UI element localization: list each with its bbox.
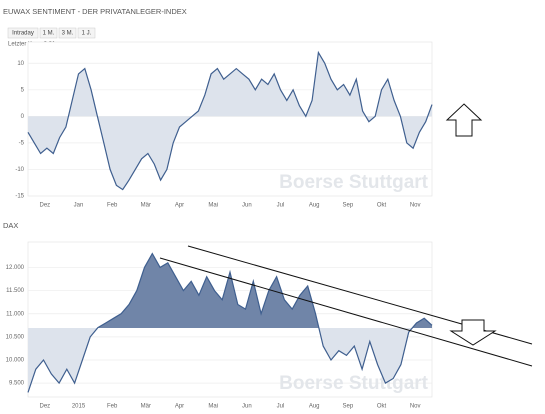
y-tick-label: -15 [15, 194, 24, 200]
y-tick-label: 12.000 [6, 265, 25, 271]
x-tick-label: Sep [342, 203, 353, 209]
x-tick-label: Jun [242, 404, 252, 410]
y-tick-label: 10 [17, 61, 24, 67]
x-tick-label: Mai [208, 404, 218, 410]
x-tick-label: Mai [208, 203, 218, 209]
tab[interactable] [77, 27, 96, 39]
line [27, 50, 433, 191]
x-tick-label: 2015 [72, 404, 86, 410]
line [27, 252, 433, 393]
tab-label: Intraday [12, 31, 34, 37]
tab-label: 1 J. [82, 31, 92, 37]
y-tick-label: -10 [15, 167, 24, 173]
area-below [28, 328, 432, 393]
chart-title: DAX [3, 221, 18, 230]
x-tick-label: Feb [107, 203, 118, 209]
y-tick-label: 5 [21, 87, 25, 93]
tab[interactable] [7, 27, 39, 39]
watermark: Boerse Stuttgart [279, 373, 429, 394]
down-arrow [449, 319, 497, 346]
y-tick-label: -5 [19, 140, 25, 146]
x-tick-label: Aug [309, 404, 320, 410]
x-tick-label: Dez [39, 404, 50, 410]
x-tick-label: Dez [39, 203, 50, 209]
x-tick-label: Jul [277, 203, 285, 209]
y-tick-label: 11.000 [6, 311, 25, 317]
area-above [97, 253, 432, 329]
y-tick-label: 11.500 [6, 288, 25, 294]
y-tick-label: 10.000 [6, 358, 25, 364]
x-tick-label: Apr [175, 203, 184, 209]
trend-line [159, 257, 533, 367]
y-tick-label: 0 [21, 114, 25, 120]
x-tick-label: Sep [342, 404, 353, 410]
x-tick-label: Jul [277, 404, 285, 410]
x-tick-label: Mär [141, 203, 151, 209]
tab-label: 3 M. [62, 31, 74, 37]
x-tick-label: Apr [175, 404, 184, 410]
x-tick-label: Okt [377, 203, 387, 209]
tab-label: 1 M. [43, 31, 55, 37]
tab[interactable] [58, 27, 77, 39]
x-tick-label: Jan [74, 203, 84, 209]
up-arrow [445, 103, 483, 137]
x-tick-label: Nov [410, 404, 421, 410]
area-above [68, 52, 432, 117]
y-tick-label: 10.500 [6, 334, 25, 340]
y-tick-label: 9.500 [9, 381, 25, 387]
x-tick-label: Feb [107, 404, 118, 410]
x-tick-label: Aug [309, 203, 320, 209]
area-below [28, 116, 432, 190]
tab[interactable] [39, 27, 58, 39]
chart-title: EUWAX SENTIMENT - DER PRIVATANLEGER-INDE… [3, 7, 187, 16]
watermark: Boerse Stuttgart [279, 172, 429, 193]
x-tick-label: Nov [410, 203, 421, 209]
x-tick-label: Mär [141, 404, 151, 410]
x-tick-label: Jun [242, 203, 252, 209]
x-tick-label: Okt [377, 404, 387, 410]
